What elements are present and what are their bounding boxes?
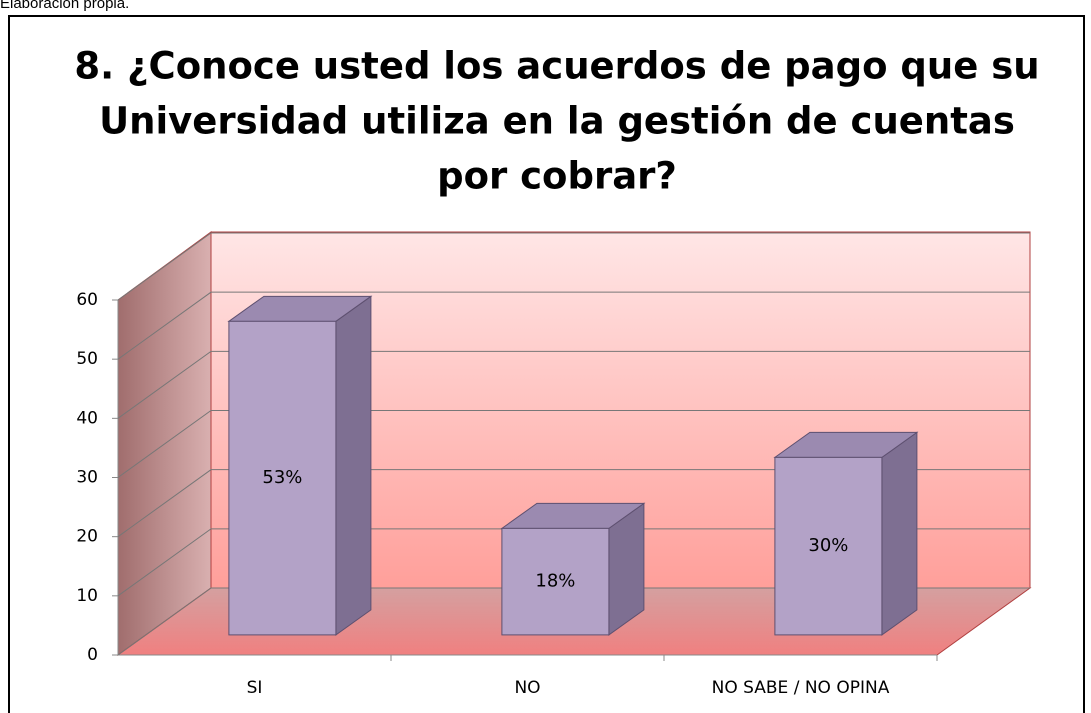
y-tick-label: 50 — [76, 349, 98, 369]
y-tick-label: 30 — [76, 468, 98, 488]
y-tick-label: 40 — [76, 408, 98, 428]
value-label: 18% — [535, 571, 575, 592]
chart-title: 8. ¿Conoce usted los acuerdos de pago qu… — [74, 45, 1039, 198]
grid-line — [117, 587, 1030, 656]
x-tick-label: NO SABE / NO OPINA — [712, 678, 890, 698]
x-tick-label: SI — [247, 678, 263, 698]
bar — [228, 320, 337, 636]
grid-line — [117, 469, 1030, 538]
title-line: por cobrar? — [437, 155, 677, 198]
caption: Elaboración propia. — [0, 0, 129, 12]
title-line: Universidad utiliza en la gestión de cue… — [99, 100, 1015, 143]
bar-side — [881, 431, 918, 636]
grid-line — [117, 350, 1030, 419]
y-tick-label: 60 — [76, 290, 98, 310]
value-label: 53% — [262, 467, 302, 488]
title-line: 8. ¿Conoce usted los acuerdos de pago qu… — [74, 45, 1039, 88]
grid-line — [117, 232, 1030, 301]
value-label: 30% — [808, 535, 848, 556]
grid-line — [117, 410, 1030, 478]
bar — [501, 527, 610, 636]
y-tick-label: 0 — [87, 645, 98, 665]
y-tick-label: 10 — [76, 586, 98, 606]
grid-line — [117, 528, 1030, 597]
y-tick-label: 20 — [76, 527, 98, 547]
grid-line — [117, 291, 1030, 360]
x-tick-label: NO — [514, 678, 540, 698]
bar — [774, 456, 883, 636]
bar-side — [335, 295, 372, 636]
